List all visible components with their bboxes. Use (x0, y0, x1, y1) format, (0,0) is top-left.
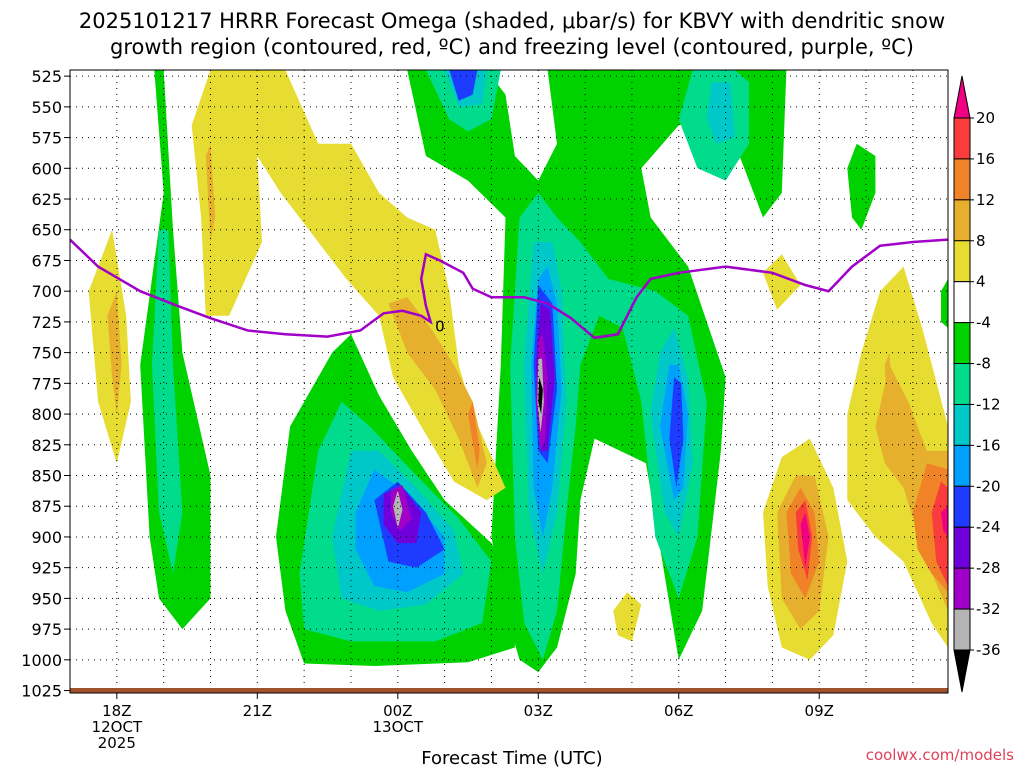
colorbar-band (953, 117, 971, 160)
y-tick-label: 625 (31, 190, 62, 209)
x-tick-label: 06Z (664, 702, 693, 720)
omega-region (393, 490, 403, 529)
y-tick-label: 600 (31, 159, 62, 178)
omega-region (847, 143, 876, 230)
y-tick-label: 550 (31, 98, 62, 117)
freezing-level-contour (70, 238, 948, 340)
colorbar-band (953, 158, 971, 201)
colorbar-tick-label: 8 (976, 232, 986, 250)
omega-region (941, 506, 948, 537)
x-tick-label: 12OCT (92, 718, 143, 736)
grid (70, 70, 948, 693)
colorbar-tick-label: -4 (976, 314, 991, 332)
credit-text: coolwx.com/models (866, 746, 1014, 764)
x-tick-label: 09Z (805, 702, 834, 720)
colorbar-band (953, 403, 971, 446)
x-axis-title: Forecast Time (UTC) (421, 748, 602, 768)
y-tick-label: 925 (31, 559, 62, 578)
y-tick-label: 900 (31, 528, 62, 547)
colorbar-tick-label: 20 (976, 109, 995, 127)
omega-region (468, 401, 480, 470)
omega-region (538, 377, 543, 415)
colorbar: 20 16 12 8 4 -4 -8 -12 -16 -20 -24 -28 -32 -36 (953, 75, 1001, 693)
colorbar-tick-label: -36 (976, 641, 1001, 659)
chart-title-line-1: 2025101217 HRRR Forecast Omega (shaded, … (79, 9, 945, 33)
omega-region (252, 119, 272, 169)
colorbar-tick-label: -20 (976, 477, 1001, 495)
x-tick-label: 21Z (243, 702, 272, 720)
colorbar-band (953, 485, 971, 528)
colorbar-tick-label: -12 (976, 395, 1001, 413)
x-tick-label: 2025 (98, 734, 136, 752)
omega-region (800, 512, 810, 568)
colorbar-cap-top (953, 75, 971, 119)
y-tick-label: 675 (31, 251, 62, 270)
colorbar-tick-label: 16 (976, 150, 995, 168)
freezing-level: 0 (70, 238, 948, 340)
y-tick-label: 850 (31, 467, 62, 486)
colorbar-band (953, 199, 971, 242)
y-tick-label: 575 (31, 129, 62, 148)
y-tick-label: 650 (31, 221, 62, 240)
chart-title-line-2: growth region (contoured, red, ºC) and f… (110, 35, 914, 59)
colorbar-cap-bottom (953, 649, 971, 693)
omega-region (388, 297, 487, 488)
omega-region (884, 352, 892, 408)
x-tick-label: 13OCT (373, 718, 424, 736)
x-tick-label: 00Z (383, 702, 412, 720)
y-tick-label: 975 (31, 620, 62, 639)
y-tick-label: 1000 (21, 651, 62, 670)
y-tick-label: 800 (31, 405, 62, 424)
y-axis: 525 550 575 600 625 650 675 700 725 750 775 800 825 8… (21, 67, 70, 701)
y-tick-label: 875 (31, 497, 62, 516)
omega-region (931, 481, 948, 587)
plot-frame (69, 69, 949, 694)
colorbar-band (953, 608, 971, 651)
y-tick-label: 700 (31, 282, 62, 301)
y-tick-label: 750 (31, 344, 62, 363)
omega-region (449, 70, 478, 101)
freezing-level-label: 0 (435, 318, 445, 336)
y-tick-label: 525 (31, 67, 62, 86)
colorbar-band (953, 444, 971, 487)
colorbar-tick-label: 4 (976, 273, 986, 291)
colorbar-band (953, 567, 971, 610)
colorbar-band (953, 281, 971, 324)
colorbar-tick-label: -16 (976, 436, 1001, 454)
colorbar-band (953, 322, 971, 365)
colorbar-band (953, 526, 971, 569)
colorbar-tick-label: -32 (976, 600, 1001, 618)
y-tick-label: 950 (31, 589, 62, 608)
colorbar-tick-label: -24 (976, 518, 1001, 536)
omega-region (191, 70, 506, 501)
omega-region (151, 229, 183, 574)
colorbar-tick-label: -28 (976, 559, 1001, 577)
omega-region (669, 377, 684, 488)
y-tick-label: 825 (31, 436, 62, 455)
colorbar-band (953, 363, 971, 405)
x-tick-label: 18Z (102, 702, 131, 720)
omega-region (140, 70, 211, 630)
x-tick-label: 03Z (524, 702, 553, 720)
omega-shading (88, 70, 948, 673)
omega-region (706, 82, 735, 144)
colorbar-tick-label: -8 (976, 355, 991, 373)
y-tick-label: 725 (31, 313, 62, 332)
ground-surface (70, 688, 948, 693)
y-tick-label: 1025 (21, 682, 62, 701)
colorbar-tick-label: 12 (976, 191, 995, 209)
colorbar-band (953, 240, 971, 283)
y-tick-label: 775 (31, 374, 62, 393)
